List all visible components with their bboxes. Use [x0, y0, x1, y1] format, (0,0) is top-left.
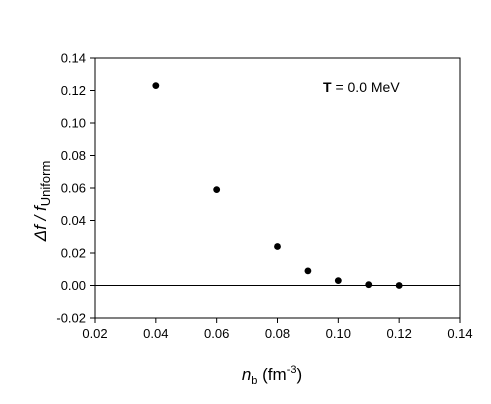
data-point: [152, 82, 160, 90]
x-tick-label: 0.08: [265, 326, 290, 341]
y-tick-label: 0.06: [61, 181, 86, 196]
x-axis-title: nb (fm-3): [242, 364, 302, 387]
y-tick-label: 0.14: [61, 51, 86, 66]
data-point: [213, 186, 221, 194]
data-point: [334, 277, 342, 285]
y-tick-label: 0.08: [61, 148, 86, 163]
x-tick-label: 0.04: [143, 326, 168, 341]
x-axis-ticks: 0.02 0.04 0.06 0.08 0.10 0.12 0.14: [82, 318, 473, 341]
y-tick-label: 0.02: [61, 246, 86, 261]
x-axis-title-unit-close: ): [296, 365, 302, 384]
x-tick-label: 0.14: [447, 326, 472, 341]
data-point: [304, 267, 312, 275]
data-points: [152, 82, 403, 289]
plot-border: [94, 57, 461, 319]
annotation-rest: = 0.0 MeV: [332, 79, 401, 95]
data-point: [395, 282, 403, 289]
x-tick-label: 0.12: [387, 326, 412, 341]
x-tick-label: 0.06: [204, 326, 229, 341]
y-tick-label: 0.04: [61, 213, 86, 228]
x-tick-label: 0.02: [82, 326, 107, 341]
annotation-bold: T: [323, 79, 332, 95]
y-tick-label: 0.00: [61, 278, 86, 293]
y-tick-label: 0.10: [61, 116, 86, 131]
x-axis-title-unit-sup: -3: [287, 364, 297, 376]
y-axis-title: Δf / fUniform: [31, 161, 53, 243]
x-axis-title-main: n: [242, 365, 251, 384]
y-axis-title-sub: Uniform: [38, 161, 53, 207]
y-tick-label: 0.12: [61, 83, 86, 98]
data-point: [365, 281, 373, 289]
data-point: [274, 243, 281, 250]
plot-frame: [94, 57, 461, 319]
x-axis-title-sub: b: [251, 375, 257, 387]
temperature-annotation: T = 0.0 MeV: [323, 79, 400, 95]
x-tick-label: 0.10: [326, 326, 351, 341]
y-axis-title-main: Δf / f: [31, 204, 50, 242]
y-axis-ticks: -0.02 0.00 0.02 0.04 0.06 0.08 0.10 0.12 0.14: [56, 51, 95, 326]
x-axis-title-unit-open: (fm: [257, 365, 286, 384]
y-tick-label: -0.02: [56, 311, 86, 326]
